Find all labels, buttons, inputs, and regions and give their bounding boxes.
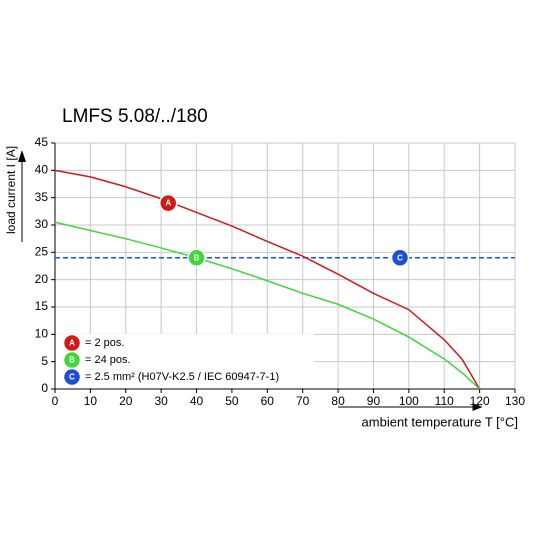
legend-marker-label: B (69, 356, 75, 365)
y-tick-label: 45 (35, 135, 49, 149)
x-tick-label: 70 (296, 394, 310, 408)
y-tick-label: 30 (35, 217, 49, 231)
legend-label: = 24 pos. (85, 354, 131, 366)
y-tick-label: 5 (41, 354, 48, 368)
curve-marker-label: B (194, 253, 200, 262)
series-line (54, 169, 481, 390)
x-tick-label: 80 (331, 394, 345, 408)
x-tick-label: 40 (190, 394, 204, 408)
x-tick-label: 60 (261, 394, 275, 408)
x-tick-label: 130 (505, 394, 525, 408)
y-tick-label: 20 (35, 272, 49, 286)
curve-marker (187, 248, 206, 268)
legend-box (56, 334, 314, 388)
x-tick-label: 100 (399, 394, 419, 408)
legend-label: = 2 pos. (85, 337, 124, 349)
series-line (54, 221, 481, 390)
curve-marker (390, 248, 410, 268)
legend-marker (62, 367, 82, 387)
curve-marker-label: A (165, 199, 171, 208)
x-axis-arrow-head (472, 403, 483, 411)
legend-label: = 2.5 mm² (H07V-K2.5 / IEC 60947-7-1) (85, 371, 279, 383)
x-tick-label: 30 (154, 394, 168, 408)
y-tick-label: 35 (35, 190, 49, 204)
legend-marker-label: A (69, 339, 75, 348)
x-tick-label: 10 (84, 394, 98, 408)
x-tick-label: 20 (119, 394, 133, 408)
y-tick-label: 10 (35, 327, 49, 341)
y-tick-label: 15 (35, 299, 49, 313)
x-tick-label: 0 (52, 394, 59, 408)
x-axis-label: ambient temperature T [°C] (362, 414, 518, 429)
x-tick-label: 50 (225, 394, 239, 408)
y-tick-label: 40 (35, 163, 49, 177)
y-axis-arrow-head (18, 150, 26, 162)
chart-title: LMFS 5.08/../180 (62, 106, 208, 127)
x-tick-label: 90 (367, 394, 381, 408)
x-tick-label: 110 (435, 394, 454, 408)
legend-marker-label: C (69, 373, 75, 382)
y-tick-label: 0 (41, 381, 48, 395)
curve-marker-label: C (397, 253, 403, 262)
y-axis-label: load current I [A] (4, 146, 18, 234)
curve-marker (158, 193, 178, 213)
y-tick-label: 25 (35, 245, 49, 259)
